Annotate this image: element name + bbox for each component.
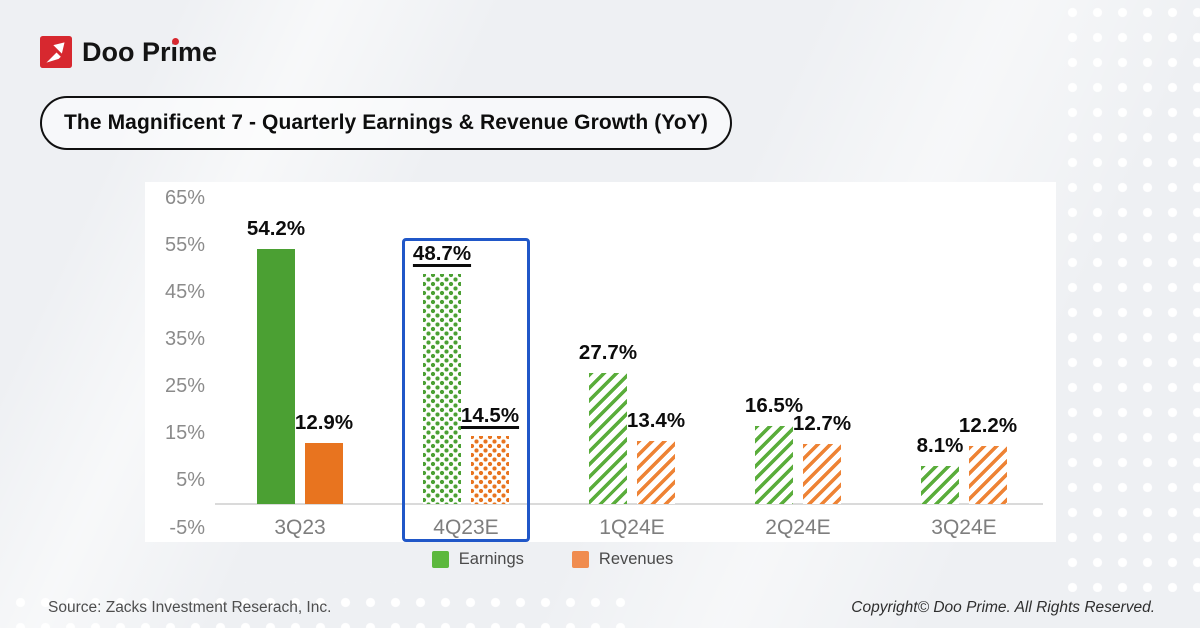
chart-panel: 65% 55% 45% 35% 25% 15% 5% -5% 54.2% 12.9% 3Q23 48.…	[145, 182, 1056, 542]
legend-swatch-earnings	[431, 551, 449, 568]
category-label-1Q24E: 1Q24E	[599, 516, 665, 539]
y-axis-tick: 55%	[164, 233, 205, 256]
legend-item-revenues: Revenues	[571, 550, 674, 569]
legend-label: Earnings	[458, 550, 524, 568]
y-axis-tick: 5%	[176, 469, 205, 492]
x-axis-line	[215, 503, 1043, 505]
value-label-revenues-3Q24E: 12.2%	[958, 414, 1018, 438]
chart-legend: Earnings Revenues	[145, 550, 1056, 569]
y-axis-tick: 65%	[164, 186, 205, 209]
value-label-revenues-4Q23E: 14.5%	[460, 403, 520, 427]
value-label-earnings-3Q24E: 8.1%	[916, 433, 964, 457]
category-label-3Q23: 3Q23	[274, 516, 326, 539]
value-label-earnings-4Q23E: 48.7%	[412, 242, 472, 266]
y-axis-tick: 25%	[164, 375, 205, 398]
value-label-revenues-1Q24E: 13.4%	[626, 408, 686, 432]
bar-revenues-4Q23E	[471, 435, 509, 504]
chart-title-box: The Magnificent 7 - Quarterly Earnings &…	[40, 96, 732, 150]
y-axis-tick: 15%	[164, 422, 205, 445]
category-label-4Q23E: 4Q23E	[433, 516, 499, 539]
bar-revenues-1Q24E	[637, 440, 675, 504]
logo-i-dot	[172, 37, 179, 45]
y-axis-tick: 35%	[164, 328, 205, 350]
doo-prime-logo-icon	[40, 36, 72, 68]
page-title: The Magnificent 7 - Quarterly Earnings &…	[64, 111, 708, 134]
y-axis-tick: -5%	[169, 516, 205, 539]
bar-revenues-3Q24E	[969, 446, 1007, 504]
category-label-3Q24E: 3Q24E	[931, 516, 997, 539]
bar-earnings-3Q24E	[921, 465, 959, 504]
source-text: Source: Zacks Investment Reserach, Inc.	[48, 599, 332, 616]
bar-earnings-1Q24E	[589, 373, 627, 504]
value-label-earnings-2Q24E: 16.5%	[744, 394, 804, 418]
legend-swatch-revenues	[571, 551, 589, 568]
logo-text: Doo Prime	[82, 36, 218, 67]
value-label-earnings-3Q23: 54.2%	[246, 216, 306, 240]
highlight-box	[402, 238, 530, 542]
value-label-revenues-3Q23: 12.9%	[294, 411, 354, 435]
legend-label: Revenues	[598, 550, 674, 568]
bar-revenues-3Q23	[305, 443, 343, 504]
bar-earnings-4Q23E	[423, 274, 461, 504]
doo-prime-logo: Doo Prime	[40, 36, 217, 68]
bar-revenues-2Q24E	[803, 444, 841, 504]
category-label-2Q24E: 2Q24E	[765, 516, 831, 539]
bar-earnings-2Q24E	[755, 426, 793, 504]
value-label-earnings-1Q24E: 27.7%	[578, 341, 638, 365]
legend-item-earnings: Earnings	[431, 550, 524, 569]
bar-earnings-3Q23	[257, 248, 295, 504]
y-axis-tick: 45%	[164, 280, 205, 303]
copyright-text: Copyright© Doo Prime. All Rights Reserve…	[851, 599, 1155, 616]
value-label-revenues-2Q24E: 12.7%	[792, 412, 852, 436]
